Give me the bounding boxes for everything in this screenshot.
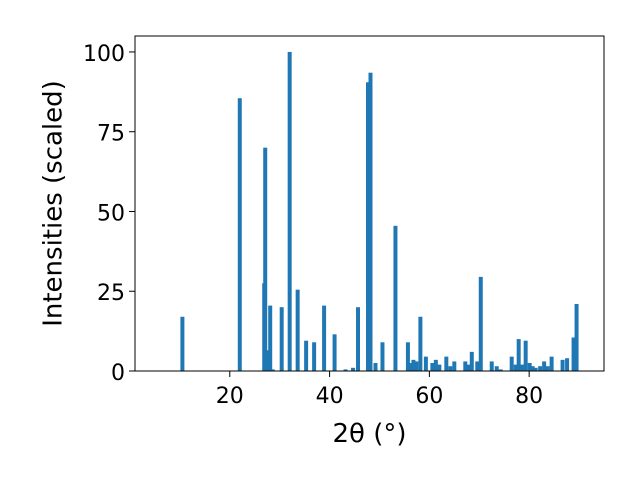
y-axis-ticks: 0 25 50 75 100 — [83, 42, 135, 386]
bar — [322, 305, 327, 371]
bar — [332, 334, 337, 371]
bar — [452, 361, 457, 371]
bar — [356, 307, 361, 371]
bar — [279, 307, 284, 371]
y-axis-label: Intensities (scaled) — [39, 80, 69, 327]
x-axis-ticks: 20 40 60 80 — [216, 371, 543, 409]
bar — [368, 72, 373, 371]
x-tick-label: 80 — [515, 384, 543, 409]
bar — [393, 225, 398, 371]
y-tick-label: 0 — [111, 361, 125, 386]
y-tick-label: 75 — [97, 122, 125, 147]
bar — [574, 304, 579, 371]
bar — [444, 356, 449, 371]
bar — [463, 361, 468, 371]
bar — [351, 367, 356, 371]
x-axis-label: 2θ (°) — [332, 419, 406, 449]
x-tick-label: 20 — [216, 384, 244, 409]
bar — [312, 342, 317, 371]
bar — [287, 51, 292, 371]
bar — [433, 359, 438, 371]
bar — [237, 98, 242, 371]
bar — [542, 361, 547, 371]
bar — [545, 366, 550, 371]
bar — [520, 364, 525, 371]
bar — [343, 369, 348, 371]
bar — [437, 364, 442, 371]
bar — [489, 361, 494, 371]
bar — [263, 147, 268, 371]
bar — [265, 350, 270, 371]
y-tick-label: 100 — [83, 42, 125, 67]
bar — [516, 339, 521, 371]
bar — [533, 367, 538, 371]
bar — [304, 340, 309, 371]
bar — [180, 316, 185, 371]
bar — [366, 82, 370, 371]
y-tick-label: 25 — [97, 281, 125, 306]
bar — [560, 359, 565, 371]
bar — [295, 289, 300, 371]
bar — [268, 305, 273, 371]
bar — [430, 363, 435, 371]
bar — [475, 361, 480, 371]
bar — [423, 356, 428, 371]
bar — [527, 363, 532, 371]
bar — [466, 364, 471, 371]
bar — [380, 342, 385, 371]
bar — [549, 356, 554, 371]
bar — [408, 363, 413, 371]
plot-frame — [134, 35, 605, 372]
bar — [418, 316, 423, 371]
bar — [538, 366, 543, 371]
y-tick-label: 50 — [97, 201, 125, 226]
bar — [523, 340, 528, 371]
bar — [513, 364, 518, 371]
bar — [405, 342, 410, 371]
bar — [530, 366, 535, 371]
bar — [565, 358, 570, 371]
bar — [498, 369, 503, 371]
bar — [469, 351, 474, 371]
bar — [270, 369, 275, 371]
x-tick-label: 40 — [316, 384, 344, 409]
bar — [414, 361, 419, 371]
bar — [373, 363, 378, 371]
bar — [494, 366, 499, 371]
bar — [478, 276, 483, 371]
bar-series — [180, 51, 579, 371]
bar — [411, 359, 416, 371]
bar — [571, 337, 576, 371]
bar — [448, 366, 453, 371]
bar — [509, 356, 514, 371]
x-tick-label: 60 — [415, 384, 443, 409]
